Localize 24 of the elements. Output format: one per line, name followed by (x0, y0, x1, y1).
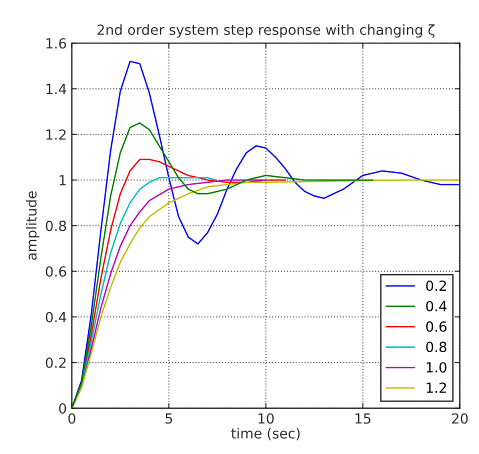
x-tick-label: 20 (452, 413, 468, 424)
chart-title: 2nd order system step response with changing ζ (97, 24, 435, 38)
y-tick-label: 0.8 (46, 220, 66, 232)
y-tick-label: 1.2 (46, 129, 66, 140)
legend-label: 0.4 (426, 300, 447, 312)
y-tick-label: 1 (60, 175, 66, 186)
legend-label: 1.0 (426, 362, 446, 373)
y-tick-label: 1.4 (46, 84, 66, 94)
x-tick-label: 5 (166, 413, 172, 424)
legend-label: 0.2 (426, 280, 446, 292)
x-tick-label: 15 (356, 413, 370, 424)
legend-label: 0.8 (426, 342, 446, 352)
y-tick-label: 0.2 (46, 357, 66, 368)
x-axis-title: time (sec) (231, 428, 300, 440)
y-tick-label: 0.6 (46, 266, 66, 277)
line-series (72, 122, 374, 408)
x-tick-label: 10 (258, 413, 274, 424)
y-tick-label: 0 (59, 403, 66, 414)
y-axis-title: amplitude (26, 191, 40, 260)
y-tick-label: 0.4 (46, 312, 66, 322)
legend-label: 0.6 (426, 321, 446, 332)
y-tick-label: 1.6 (46, 38, 66, 49)
legend-label: 1.2 (426, 382, 446, 393)
x-tick-label: 0 (68, 413, 76, 424)
